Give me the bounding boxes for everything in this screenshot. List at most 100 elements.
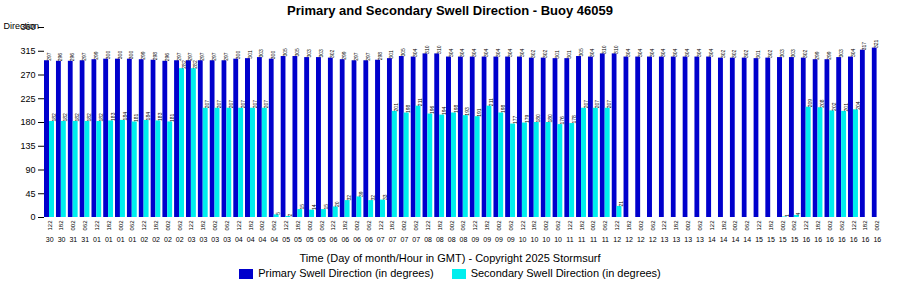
svg-text:304: 304 <box>519 48 525 57</box>
svg-text:02: 02 <box>176 236 184 243</box>
svg-text:002: 002 <box>165 220 171 231</box>
svg-text:182: 182 <box>721 220 727 231</box>
svg-text:31: 31 <box>81 236 89 243</box>
svg-text:122: 122 <box>188 220 194 231</box>
svg-text:193: 193 <box>464 107 470 116</box>
svg-text:16: 16 <box>826 236 834 243</box>
svg-text:002: 002 <box>590 220 596 231</box>
svg-text:182: 182 <box>342 220 348 231</box>
svg-text:182: 182 <box>62 113 68 122</box>
svg-text:297: 297 <box>211 52 217 61</box>
svg-text:299: 299 <box>814 51 820 60</box>
svg-text:06: 06 <box>365 236 373 243</box>
svg-text:002: 002 <box>118 220 124 231</box>
svg-text:282: 282 <box>181 60 187 69</box>
svg-text:182: 182 <box>74 113 80 122</box>
svg-text:201: 201 <box>393 103 399 112</box>
svg-text:270: 270 <box>20 70 35 80</box>
svg-text:198: 198 <box>453 104 459 113</box>
svg-text:282: 282 <box>192 60 198 69</box>
svg-text:182: 182 <box>531 220 537 231</box>
svg-text:11: 11 <box>590 236 597 243</box>
svg-text:30: 30 <box>58 236 66 243</box>
svg-text:211: 211 <box>488 98 494 106</box>
svg-text:062: 062 <box>129 220 135 231</box>
svg-text:13: 13 <box>661 236 669 243</box>
svg-text:304: 304 <box>412 48 418 57</box>
svg-text:317: 317 <box>861 42 867 51</box>
svg-text:122: 122 <box>425 220 431 231</box>
svg-text:32: 32 <box>370 195 376 201</box>
svg-text:304: 304 <box>708 48 714 57</box>
svg-text:07: 07 <box>412 236 420 243</box>
svg-text:304: 304 <box>684 48 690 57</box>
svg-text:002: 002 <box>70 220 76 231</box>
svg-text:182: 182 <box>579 220 585 231</box>
svg-text:182: 182 <box>768 220 774 231</box>
svg-text:11: 11 <box>566 236 573 243</box>
svg-text:304: 304 <box>696 48 702 57</box>
svg-text:180: 180 <box>535 114 541 123</box>
svg-text:01: 01 <box>117 236 125 243</box>
svg-text:310: 310 <box>424 45 430 54</box>
svg-text:062: 062 <box>82 220 88 231</box>
svg-text:08: 08 <box>460 236 468 243</box>
svg-text:179: 179 <box>524 114 530 123</box>
svg-text:002: 002 <box>212 220 218 231</box>
svg-text:05: 05 <box>294 236 302 243</box>
svg-text:182: 182 <box>862 220 868 231</box>
svg-text:04: 04 <box>259 236 267 243</box>
svg-text:182: 182 <box>248 220 254 231</box>
svg-text:122: 122 <box>236 220 242 231</box>
svg-text:002: 002 <box>259 220 265 231</box>
svg-text:304: 304 <box>448 48 454 57</box>
svg-text:122: 122 <box>141 220 147 231</box>
svg-text:302: 302 <box>719 50 725 59</box>
svg-text:062: 062 <box>602 220 608 231</box>
svg-text:182: 182 <box>106 220 112 231</box>
svg-text:298: 298 <box>152 52 158 61</box>
svg-text:04: 04 <box>247 236 255 243</box>
svg-text:15: 15 <box>791 236 799 243</box>
svg-text:002: 002 <box>543 220 549 231</box>
svg-text:301: 301 <box>388 50 394 59</box>
svg-text:303: 303 <box>258 49 264 58</box>
svg-text:05: 05 <box>318 236 326 243</box>
svg-text:300: 300 <box>128 51 134 60</box>
svg-text:184: 184 <box>145 112 151 121</box>
svg-text:01: 01 <box>129 236 137 243</box>
svg-text:33: 33 <box>382 194 388 200</box>
svg-text:207: 207 <box>263 100 269 109</box>
svg-text:297: 297 <box>353 52 359 61</box>
svg-text:182: 182 <box>86 113 92 122</box>
svg-text:182: 182 <box>815 220 821 231</box>
svg-text:08: 08 <box>448 236 456 243</box>
svg-text:305: 305 <box>294 48 300 57</box>
svg-text:296: 296 <box>164 53 170 62</box>
svg-text:15: 15 <box>299 204 305 210</box>
svg-text:301: 301 <box>554 50 560 59</box>
svg-text:062: 062 <box>413 220 419 231</box>
svg-text:304: 304 <box>850 48 856 57</box>
svg-text:13: 13 <box>672 236 680 243</box>
svg-text:304: 304 <box>660 48 666 57</box>
svg-text:05: 05 <box>306 236 314 243</box>
svg-text:07: 07 <box>389 236 397 243</box>
svg-text:03: 03 <box>211 236 219 243</box>
svg-text:122: 122 <box>330 220 336 231</box>
svg-text:304: 304 <box>471 48 477 57</box>
svg-text:182: 182 <box>153 220 159 231</box>
svg-text:198: 198 <box>405 104 411 113</box>
svg-text:198: 198 <box>500 104 506 113</box>
svg-text:183: 183 <box>110 112 116 121</box>
svg-text:300: 300 <box>270 51 276 60</box>
svg-text:14: 14 <box>732 236 740 243</box>
svg-text:09: 09 <box>507 236 515 243</box>
svg-text:315: 315 <box>20 46 35 56</box>
svg-text:303: 303 <box>779 49 785 58</box>
svg-text:5: 5 <box>275 212 281 215</box>
svg-text:302: 302 <box>542 50 548 59</box>
svg-text:11: 11 <box>578 236 585 243</box>
svg-text:15: 15 <box>779 236 787 243</box>
svg-text:062: 062 <box>650 220 656 231</box>
